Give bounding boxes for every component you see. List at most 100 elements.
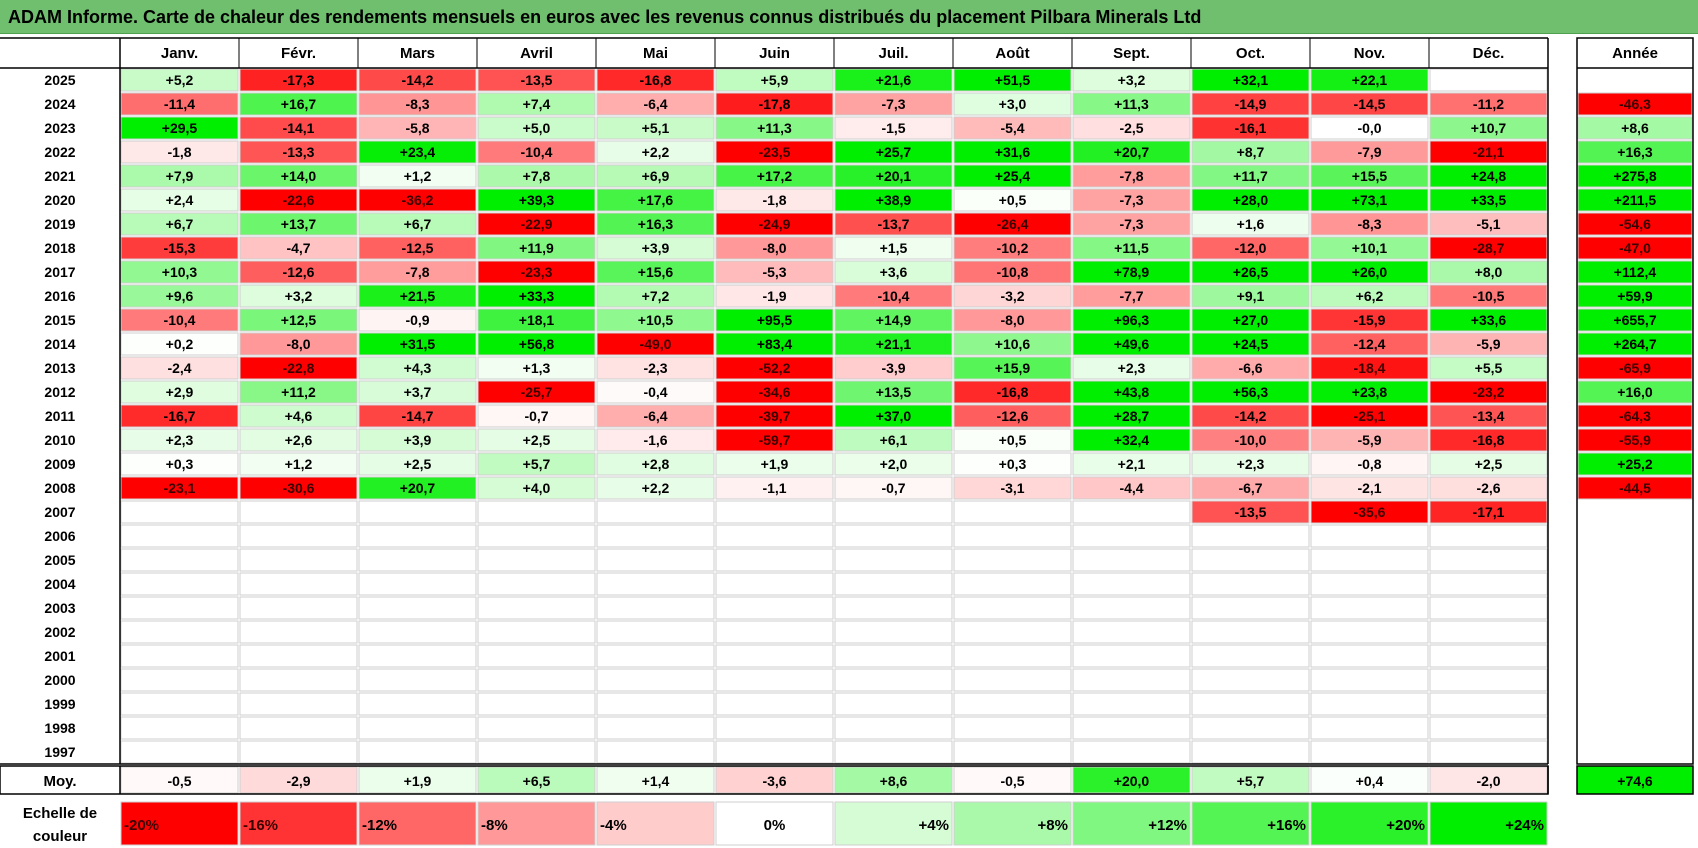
- cell-value: -13,5: [1235, 504, 1267, 520]
- row-label: 2002: [44, 624, 75, 640]
- row-label: 2008: [44, 480, 75, 496]
- heatmap-cell: [834, 548, 953, 572]
- heatmap-cell: [834, 188, 953, 212]
- heatmap-cell: [1072, 548, 1191, 572]
- heatmap-cell: [477, 548, 596, 572]
- heatmap-cell: [239, 644, 358, 668]
- year-value: +275,8: [1613, 168, 1656, 184]
- year-cell: [1577, 236, 1693, 260]
- cell-value: -13,7: [878, 216, 910, 232]
- cell-value: -0,9: [405, 312, 429, 328]
- row-label: 2015: [44, 312, 75, 328]
- heatmap-cell: [239, 476, 358, 500]
- heatmap-cell: [715, 188, 834, 212]
- heatmap-cell: [477, 188, 596, 212]
- heatmap-cell: [715, 164, 834, 188]
- year-cell: [1578, 573, 1692, 595]
- heatmap-cell: [477, 428, 596, 452]
- year-cell: [1578, 597, 1692, 619]
- year-cell: [1577, 284, 1693, 308]
- heatmap-cell: [239, 572, 358, 596]
- cell-value: +26,5: [1233, 264, 1269, 280]
- heatmap-cell: [715, 284, 834, 308]
- heatmap-cell: [1310, 380, 1429, 404]
- heatmap-cell: [1072, 500, 1191, 524]
- cell-value: -36,2: [402, 192, 434, 208]
- heatmap-cell: [715, 236, 834, 260]
- heatmap-cell: [715, 452, 834, 476]
- scale-swatch: [477, 801, 596, 846]
- heatmap-cell: [1429, 668, 1548, 692]
- cell-value: +6,9: [642, 168, 670, 184]
- heatmap-cell: [596, 356, 715, 380]
- cell-value: -1,9: [762, 288, 786, 304]
- year-cell: [1578, 645, 1692, 667]
- cell-value: -52,2: [759, 360, 791, 376]
- cell-value: -16,7: [164, 408, 196, 424]
- heatmap-cell: [1072, 524, 1191, 548]
- cell-value: +0,5: [999, 432, 1027, 448]
- heatmap-cell: [1429, 260, 1548, 284]
- heatmap-cell: [953, 68, 1072, 92]
- heatmap-cell: [1429, 212, 1548, 236]
- cell-value: -1,5: [881, 120, 905, 136]
- year-cell: [1577, 260, 1693, 284]
- heatmap-cell: [1072, 164, 1191, 188]
- heatmap-cell: [1310, 572, 1429, 596]
- heatmap-cell: [834, 164, 953, 188]
- cell-value: +7,2: [642, 288, 670, 304]
- year-cell: [1577, 92, 1693, 116]
- cell-value: +78,9: [1114, 264, 1150, 280]
- cell-value: -25,1: [1354, 408, 1386, 424]
- heatmap-cell: [596, 380, 715, 404]
- heatmap-cell: [239, 92, 358, 116]
- heatmap-cell: [1191, 140, 1310, 164]
- year-cell: [1577, 452, 1693, 476]
- heatmap-cell: [1310, 68, 1429, 92]
- cell-value: -4,4: [1119, 480, 1143, 496]
- heatmap-cell: [1072, 452, 1191, 476]
- cell-value: +56,8: [519, 336, 555, 352]
- heatmap-cell: [1191, 476, 1310, 500]
- cell-value: +3,9: [404, 432, 432, 448]
- cell-value: +33,6: [1471, 312, 1507, 328]
- heatmap-cell: [834, 92, 953, 116]
- average-year-value: +74,6: [1617, 773, 1653, 789]
- month-header: Nov.: [1354, 45, 1385, 62]
- row-label: 2021: [44, 168, 75, 184]
- heatmap-cell: [953, 548, 1072, 572]
- heatmap-cell: [120, 404, 239, 428]
- cell-value: -12,6: [283, 264, 315, 280]
- heatmap-cell: [1191, 68, 1310, 92]
- cell-value: +22,1: [1352, 72, 1388, 88]
- heatmap-cell: [1429, 92, 1548, 116]
- heatmap-cell: [239, 68, 358, 92]
- heatmap-cell: [834, 500, 953, 524]
- cell-value: +5,1: [642, 120, 670, 136]
- heatmap-cell: [834, 116, 953, 140]
- row-label: 2024: [44, 96, 75, 112]
- cell-value: -14,2: [402, 72, 434, 88]
- cell-value: -7,3: [1119, 192, 1143, 208]
- heatmap-cell: [596, 116, 715, 140]
- heatmap-cell: [358, 452, 477, 476]
- heatmap-cell: [834, 404, 953, 428]
- heatmap-cell: [1072, 212, 1191, 236]
- heatmap-cell: [715, 716, 834, 740]
- cell-value: -1,6: [643, 432, 667, 448]
- cell-value: +2,5: [1475, 456, 1503, 472]
- cell-value: +4,0: [523, 480, 551, 496]
- heatmap-cell: [239, 740, 358, 764]
- cell-value: +28,0: [1233, 192, 1269, 208]
- cell-value: -0,7: [524, 408, 548, 424]
- cell-value: +21,1: [876, 336, 912, 352]
- heatmap-cell: [834, 476, 953, 500]
- scale-stop-label: +24%: [1505, 817, 1544, 834]
- heatmap-cell: [120, 740, 239, 764]
- cell-value: +2,3: [166, 432, 194, 448]
- heatmap-cell: [120, 284, 239, 308]
- heatmap-cell: [1429, 428, 1548, 452]
- heatmap-cell: [358, 68, 477, 92]
- month-header: Déc.: [1473, 45, 1505, 62]
- year-column-frame: [1576, 37, 1694, 765]
